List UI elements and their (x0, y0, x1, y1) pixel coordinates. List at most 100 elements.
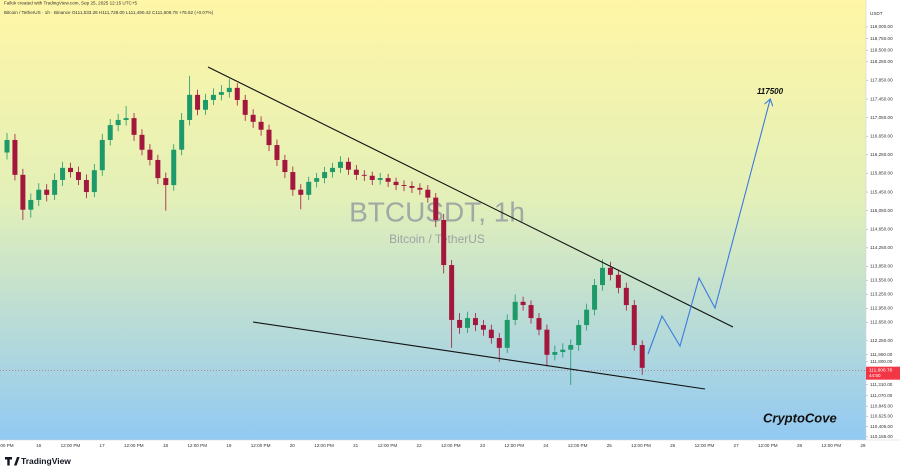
x-tick-label: 00 PM (0, 443, 13, 448)
candle-body (83, 179, 89, 193)
candle-body (536, 318, 542, 330)
last-price-tag (866, 366, 900, 380)
candle-body (147, 149, 153, 160)
candle-body (266, 129, 272, 146)
candle-body (369, 175, 375, 180)
x-tick-label: 12:00 PM (758, 443, 778, 448)
candle-body (345, 161, 351, 170)
y-tick-label: 114,650.00 (870, 226, 893, 231)
candle-body (385, 178, 391, 182)
candle-body (433, 197, 439, 220)
watermark-name: Bitcoin / TetherUS (389, 232, 485, 246)
y-tick-label: 117,050.00 (870, 115, 893, 120)
upper-trendline (207, 66, 734, 328)
candle-body (560, 349, 566, 353)
plot-background (0, 0, 866, 440)
candle-body (393, 181, 399, 186)
x-tick-label: 20 (290, 443, 296, 448)
x-tick-label: 12:00 PM (821, 443, 841, 448)
x-tick-label: 26 (670, 443, 676, 448)
brand-text: CryptoCove (763, 410, 837, 425)
candle-body (250, 114, 256, 122)
candle-body (457, 319, 463, 328)
candle-body (139, 134, 145, 150)
y-tick-label: 116,650.00 (870, 133, 893, 138)
lower-trendline (252, 321, 706, 390)
y-tick-label: 112,950.00 (870, 306, 893, 311)
y-tick-label: 119,000.00 (870, 24, 893, 29)
x-tick-label: 29 (860, 443, 866, 448)
x-tick-label: 12:00 PM (631, 443, 651, 448)
y-tick-label: 118,250.00 (870, 59, 893, 64)
candle-body (52, 179, 58, 195)
candle-body (592, 285, 598, 310)
y-tick-label: 113,850.00 (870, 264, 893, 269)
y-tick-label: 115,450.00 (870, 189, 893, 194)
x-tick-label: 12:00 PM (251, 443, 271, 448)
y-tick-label: 111,310.00 (870, 382, 893, 387)
x-tick-label: 23 (480, 443, 486, 448)
y-tick-label: 113,550.00 (870, 278, 893, 283)
y-tick-label: 110,185.00 (870, 434, 893, 439)
candle-body (568, 345, 574, 350)
candle-body (115, 119, 121, 126)
x-tick-label: 17 (100, 443, 106, 448)
candle-body (576, 325, 582, 346)
candle-body (377, 178, 383, 180)
y-tick-label: 114,250.00 (870, 245, 893, 250)
candle-body (623, 287, 629, 306)
y-tick-label: 117,450.00 (870, 96, 893, 101)
candle-body (322, 172, 328, 179)
x-tick-label: 12:00 PM (441, 443, 461, 448)
candle-body (210, 94, 216, 100)
x-tick-label: 16 (36, 443, 42, 448)
candle-body (282, 159, 288, 173)
candle-body (123, 118, 129, 120)
candle-body (600, 267, 605, 286)
candle-body (472, 318, 478, 326)
candle-body (44, 189, 50, 195)
tradingview-text: TradingView (21, 456, 71, 466)
candle-body (512, 301, 518, 320)
candle-body (203, 99, 208, 110)
candle-body (60, 167, 66, 180)
candle-body (488, 329, 494, 339)
candle-body (75, 172, 81, 180)
candle-body (353, 169, 359, 175)
projection-path (647, 100, 770, 355)
candle-body (218, 92, 224, 95)
candle-body (234, 87, 240, 100)
candle-body (361, 174, 367, 176)
candle-body (99, 139, 105, 171)
candle-body (28, 199, 34, 210)
candles (4, 75, 645, 386)
candle-body (314, 178, 320, 182)
candle-body (639, 345, 645, 368)
candle-body (155, 159, 161, 179)
y-tick-label: 116,250.00 (870, 152, 893, 157)
y-tick-label: 113,250.00 (870, 292, 893, 297)
candle-body (12, 139, 18, 175)
candle-body (417, 187, 423, 190)
candle-body (631, 305, 637, 346)
y-tick-label: 112,650.00 (870, 319, 893, 324)
candle-body (4, 139, 10, 153)
candle-body (36, 189, 42, 200)
x-tick-label: 24 (543, 443, 549, 448)
candle-body (425, 189, 431, 198)
x-tick-label: 12:00 PM (378, 443, 398, 448)
x-tick-label: 19 (226, 443, 232, 448)
candle-body (552, 352, 558, 355)
candle-body (520, 301, 526, 306)
x-tick-label: 27 (734, 443, 740, 448)
candle-body (330, 167, 336, 173)
x-tick-label: 22 (417, 443, 423, 448)
candle-body (306, 181, 312, 195)
candle-body (584, 309, 590, 326)
y-tick-label: 112,250.00 (870, 338, 893, 343)
candle-body (171, 149, 177, 186)
candle-body (163, 178, 169, 186)
candle-body (258, 121, 264, 130)
candle-body (242, 99, 248, 115)
